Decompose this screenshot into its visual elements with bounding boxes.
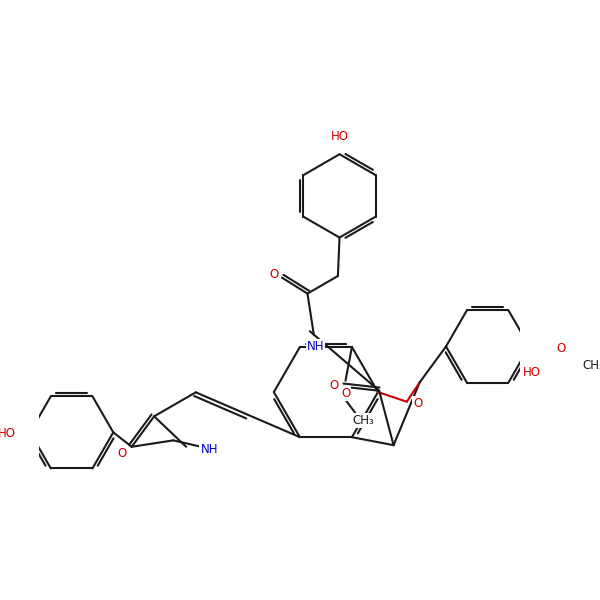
Text: O: O	[413, 397, 422, 410]
Text: O: O	[118, 446, 127, 460]
Text: O: O	[269, 268, 278, 281]
Text: O: O	[329, 379, 338, 392]
Text: HO: HO	[331, 130, 349, 143]
Text: HO: HO	[0, 427, 16, 440]
Text: NH: NH	[200, 443, 218, 457]
Text: CH₃: CH₃	[582, 359, 600, 372]
Text: O: O	[557, 341, 566, 355]
Text: O: O	[341, 387, 350, 400]
Text: NH: NH	[307, 340, 324, 353]
Text: CH₃: CH₃	[352, 414, 374, 427]
Text: HO: HO	[523, 367, 541, 379]
